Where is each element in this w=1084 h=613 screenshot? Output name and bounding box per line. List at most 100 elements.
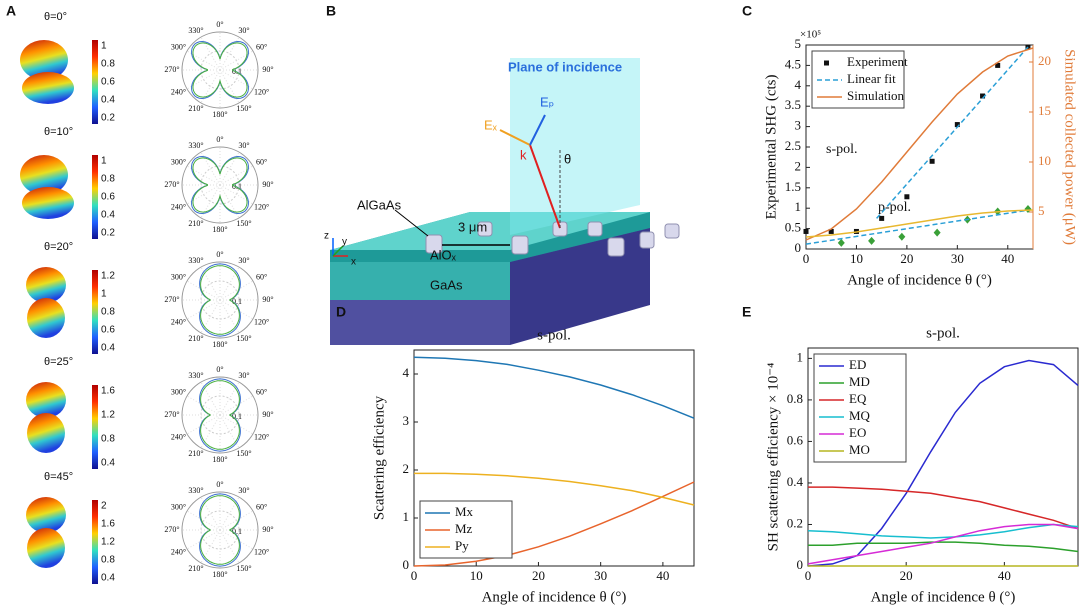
gaas-side: [510, 228, 650, 345]
polar-spoke: [219, 529, 254, 550]
polar-angle: 330°: [188, 26, 203, 35]
y-tick-label: 0.4: [787, 474, 804, 489]
substrate-label: GaAs: [430, 277, 463, 292]
x-tick-label: 20: [532, 568, 545, 583]
x-tick-label: 10: [850, 251, 863, 266]
marker: [803, 228, 809, 234]
legend-label: MQ: [849, 408, 871, 423]
colorbar-label: 1.2: [101, 271, 115, 282]
polar-spoke: [200, 69, 221, 104]
blob: [20, 155, 68, 195]
alox-front: [330, 262, 510, 300]
polar-spoke: [200, 529, 221, 564]
polar-spoke: [219, 151, 240, 186]
gaas-front: [330, 300, 510, 345]
theta-label: θ=20°: [44, 241, 73, 253]
polar-angle: 300°: [171, 272, 186, 281]
axis-y: [332, 245, 344, 257]
annotation: s-pol.: [826, 142, 858, 157]
polar-spoke: [219, 165, 254, 186]
y-multiplier: ×10⁵: [800, 29, 821, 41]
panel-label: C: [742, 3, 752, 19]
x-label: Angle of incidence θ (°): [871, 589, 1016, 605]
polar-angle: 240°: [171, 87, 186, 96]
polar-angle: 30°: [238, 26, 249, 35]
colorbar: [92, 155, 98, 239]
polar-angle: 210°: [188, 219, 203, 228]
colorbar-label: 0.8: [101, 307, 115, 318]
legend-box: [813, 353, 907, 463]
y-tick-label: 0.5: [785, 220, 801, 235]
polar-spoke: [200, 381, 221, 416]
legend-label: MD: [849, 374, 870, 389]
colorbar-label: 0.8: [101, 434, 115, 445]
polar-spoke: [219, 529, 240, 564]
polar-curve: [199, 493, 241, 567]
polar-angle: 270°: [164, 410, 179, 419]
colorbar: [92, 500, 98, 584]
polar-angle: 0°: [216, 250, 223, 259]
legend-label: Py: [455, 538, 469, 553]
colorbar-label: 1.6: [101, 386, 115, 397]
polar-angle: 120°: [254, 317, 269, 326]
panel-label: E: [742, 304, 751, 320]
polar-spoke: [219, 69, 254, 90]
blob: [26, 267, 66, 303]
colorbar-label: 0.6: [101, 325, 115, 336]
polar-spoke: [219, 50, 254, 71]
polar-spoke: [186, 510, 221, 531]
series-line: [413, 356, 695, 419]
y-label: SH scattering efficiency × 10⁻⁴: [765, 363, 781, 552]
legend-label: Mz: [455, 521, 473, 536]
y-tick-label: 3: [403, 413, 410, 428]
polar-angle: 270°: [164, 295, 179, 304]
polar-curve: [199, 263, 241, 337]
theta-label: θ=10°: [44, 126, 73, 138]
y-tick-label: 0: [795, 240, 802, 255]
colorbar-label: 0.2: [101, 113, 115, 124]
ex-label: Eₓ: [484, 117, 498, 132]
polar-angle: 300°: [171, 157, 186, 166]
series-line: [805, 47, 1034, 241]
plot-frame: [413, 349, 695, 567]
polar-spoke: [200, 414, 221, 449]
legend-label: Mx: [455, 504, 474, 519]
polar-spoke: [219, 299, 240, 334]
plane: [510, 58, 640, 235]
polar-spoke: [186, 414, 221, 435]
marker: [954, 122, 960, 128]
polar-spoke: [219, 184, 240, 219]
colorbar-label: 1.2: [101, 537, 115, 548]
axis-label: y: [342, 237, 347, 248]
y-label: Experimental SHG (cts): [763, 75, 779, 220]
y-tick-label: 1.5: [785, 179, 801, 194]
polar-spoke: [219, 414, 254, 435]
pillar-label: AlGaAs: [357, 197, 402, 212]
blob: [22, 187, 74, 219]
x-tick-label: 20: [900, 251, 913, 266]
polar-angle: 90°: [262, 180, 273, 189]
legend-label: ED: [849, 357, 866, 372]
y-tick-label: 1: [795, 199, 802, 214]
pillars: [425, 221, 680, 257]
polar-angle: 30°: [238, 486, 249, 495]
colorbar-label: 0.4: [101, 458, 115, 469]
marker: [837, 238, 845, 247]
colorbar-label: 0.2: [101, 228, 115, 239]
y-tick-label: 2: [795, 158, 802, 173]
polar-angle: 180°: [212, 225, 227, 234]
y-tick-label: 3: [795, 118, 802, 133]
colorbar-label: 0.4: [101, 343, 115, 354]
layer-label: AlOₓ: [430, 247, 457, 262]
theta-label: θ=25°: [44, 356, 73, 368]
polar-spoke: [200, 184, 221, 219]
x-tick-label: 0: [411, 568, 418, 583]
x-tick-label: 40: [998, 568, 1011, 583]
diagram-b: Plane of incidence AlGaAs 3 μm AlOₓ GaAs…: [324, 58, 680, 345]
polar-angle: 180°: [212, 110, 227, 119]
x-tick-label: 0: [803, 251, 810, 266]
polar-spoke: [219, 496, 240, 531]
polar-angle: 300°: [171, 502, 186, 511]
polar-angle: 240°: [171, 202, 186, 211]
